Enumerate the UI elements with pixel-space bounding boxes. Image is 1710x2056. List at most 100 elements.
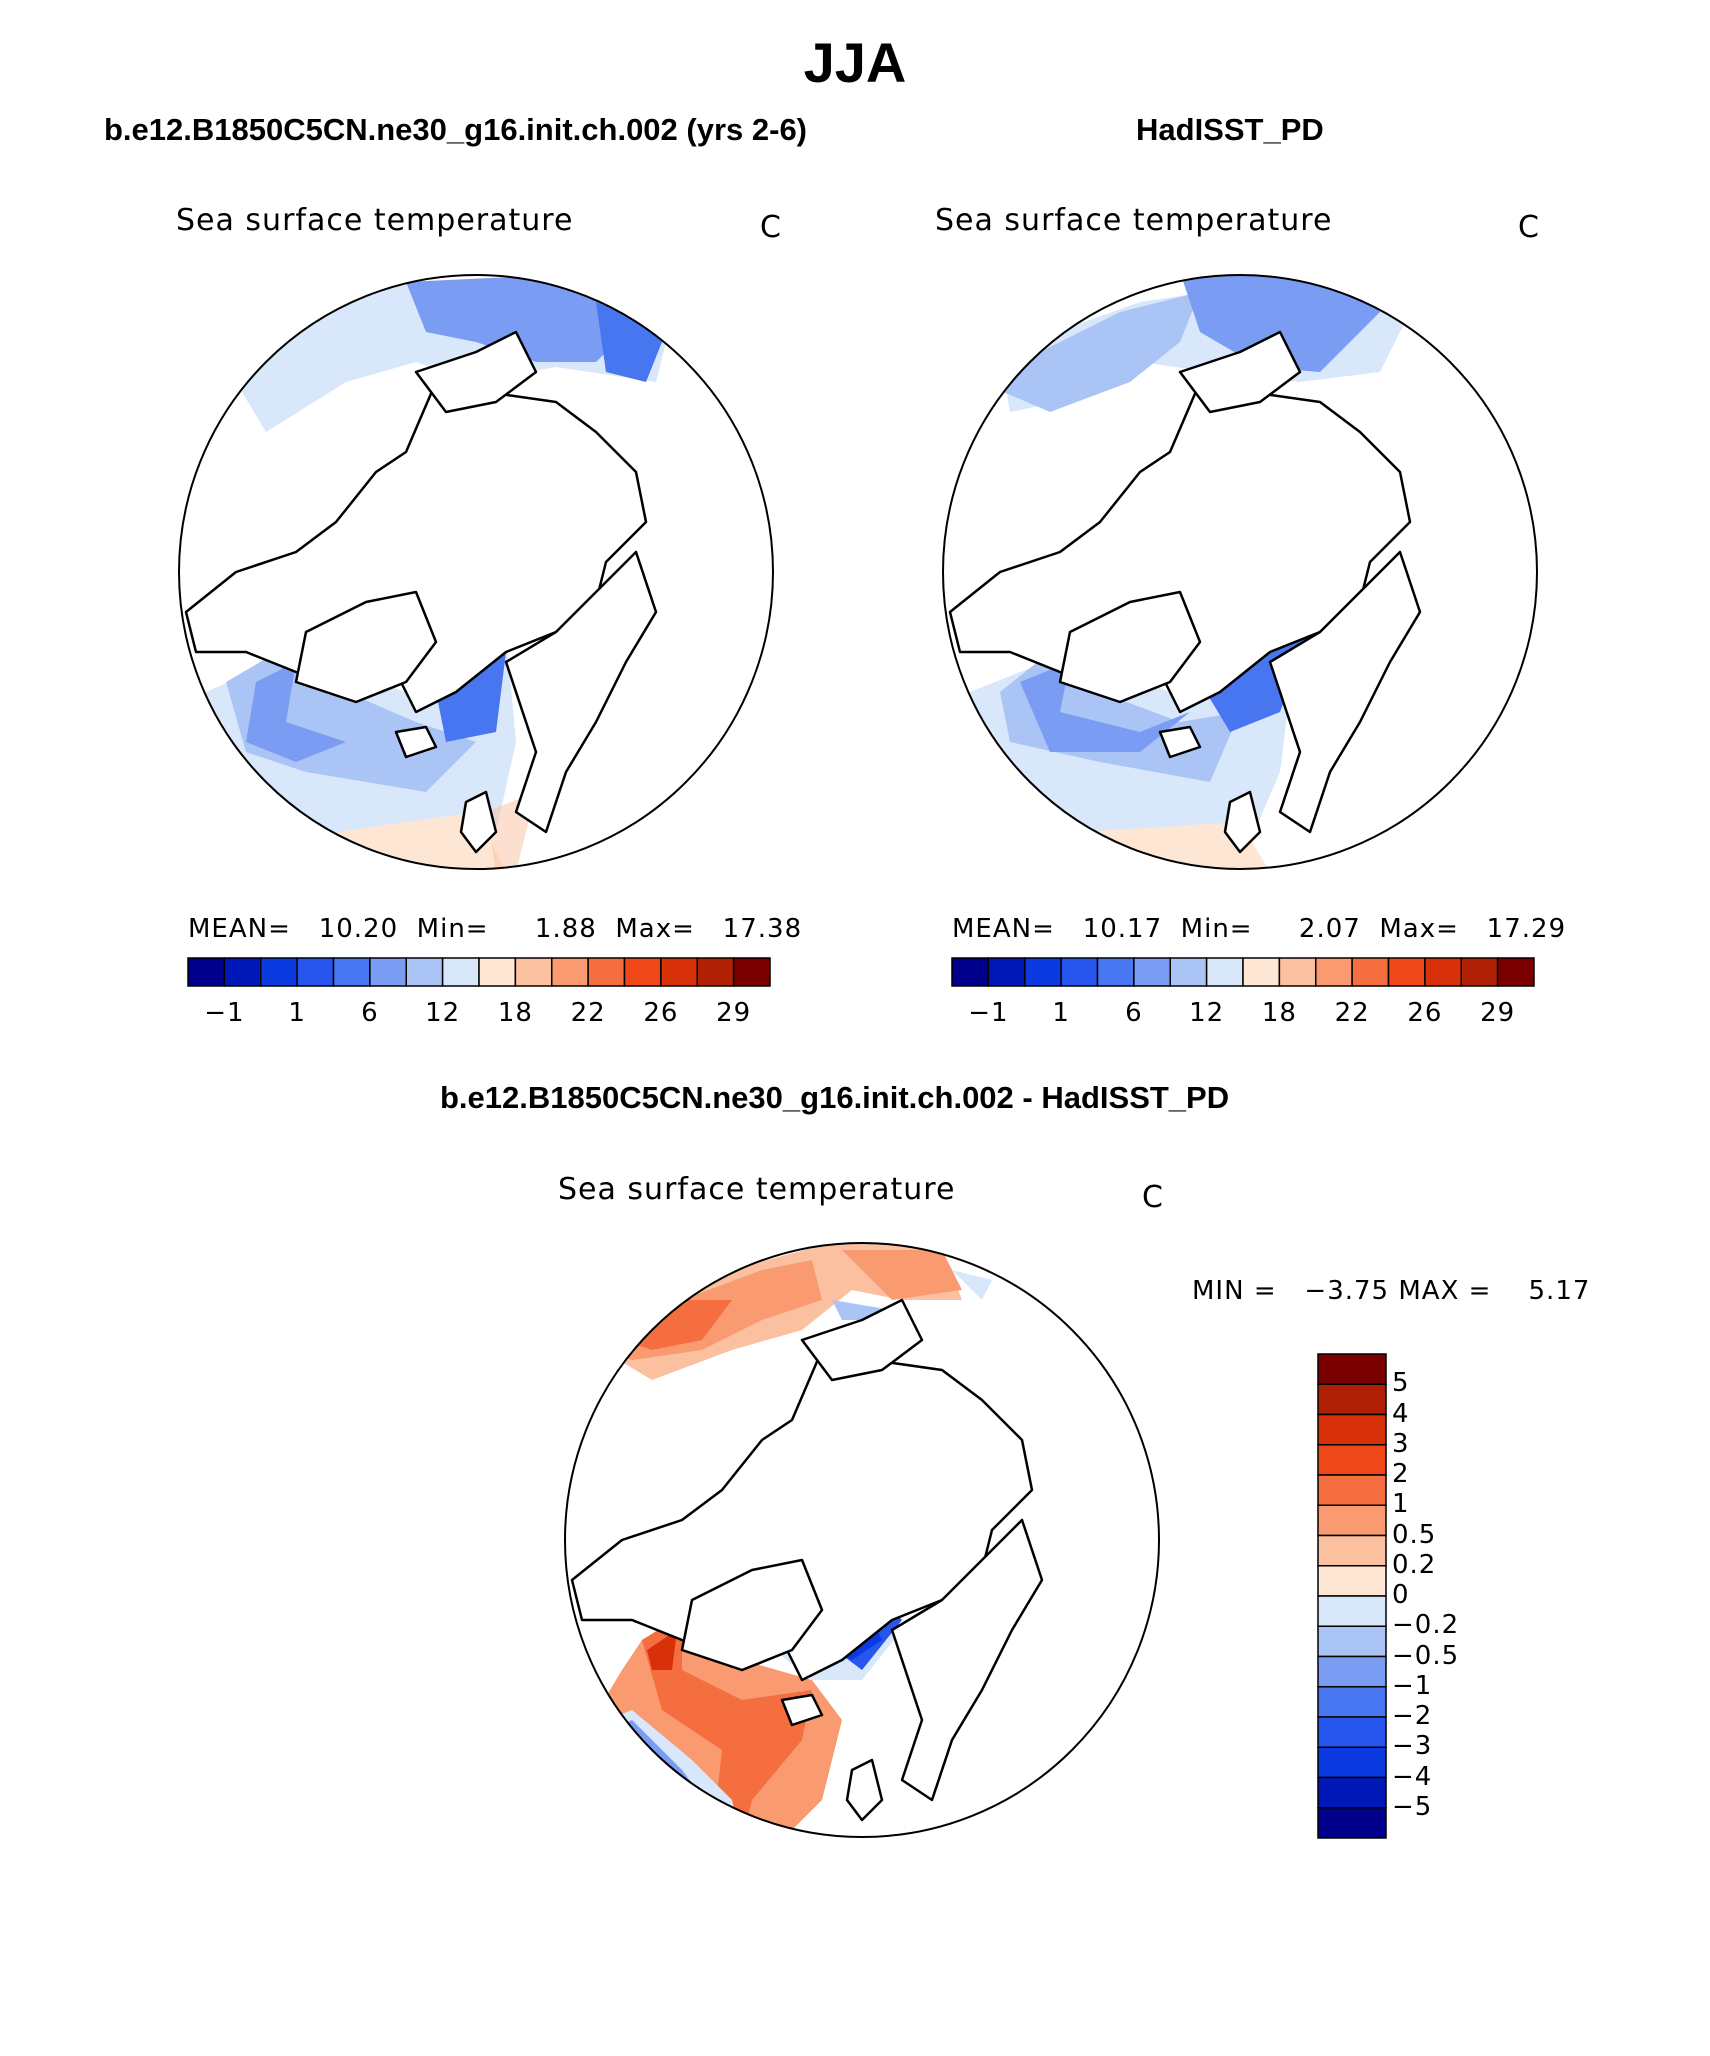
colorbar-swatch	[332, 957, 371, 987]
map-boundary	[942, 274, 1538, 870]
colorbar-tick-label: 12	[1189, 998, 1225, 1028]
colorbar-swatch	[1242, 957, 1281, 987]
colorbar-swatch	[1024, 957, 1062, 987]
colorbar-swatch	[1317, 1807, 1387, 1839]
mean-label: MEAN=	[188, 914, 291, 944]
colorbar-swatch	[441, 957, 480, 987]
panel-1-colorbar-ticks: −1 1 6 12 18 22 26 29	[188, 998, 770, 1032]
colorbar-swatch	[1317, 1776, 1387, 1809]
map-boundary	[178, 274, 774, 870]
colorbar-swatch	[1317, 1686, 1387, 1718]
britain-outline	[459, 790, 498, 854]
min-value: 1.88	[534, 914, 597, 944]
colorbar-tick-label: −3	[1392, 1731, 1433, 1762]
map-boundary	[564, 1242, 1160, 1838]
colorbar-tick-label: −1	[1392, 1670, 1433, 1701]
panel-1-variable-label: Sea surface temperature	[176, 203, 574, 238]
colorbar-tick-label: 18	[497, 998, 533, 1028]
colorbar-swatch	[1387, 957, 1426, 987]
colorbar-tick-label: 22	[570, 998, 606, 1028]
colorbar-swatch	[1133, 957, 1171, 987]
colorbar-tick-label: 1	[1052, 998, 1070, 1028]
colorbar-swatch	[1317, 1655, 1387, 1688]
colorbar-swatch	[732, 957, 771, 987]
colorbar-swatch	[1060, 957, 1099, 987]
panel-1-title: b.e12.B1850C5CN.ne30_g16.init.ch.002 (yr…	[104, 112, 808, 147]
colorbar-swatch	[1424, 957, 1462, 987]
colorbar-tick-label: 0.5	[1392, 1519, 1437, 1550]
colorbar-tick-label: −0.5	[1392, 1640, 1460, 1671]
diff-minmax: MIN = −3.75 MAX = 5.17	[1192, 1276, 1590, 1306]
min-label: Min=	[416, 914, 489, 944]
panel-2-colorbar-ticks: −1 1 6 12 18 22 26 29	[952, 998, 1534, 1032]
colorbar-tick-label: 26	[643, 998, 679, 1028]
colorbar-swatch	[1317, 1746, 1387, 1779]
colorbar-tick-label: −0.2	[1392, 1610, 1460, 1641]
colorbar-swatch	[1317, 1353, 1387, 1385]
colorbar-tick-label: 2	[1392, 1459, 1410, 1489]
colorbar-swatch	[223, 957, 262, 987]
colorbar-swatch	[296, 957, 335, 987]
colorbar-swatch	[551, 957, 589, 987]
colorbar-tick-label: 29	[1480, 998, 1516, 1028]
panel-1-colorbar	[187, 957, 771, 987]
colorbar-swatch	[1351, 957, 1390, 987]
max-label: MAX =	[1398, 1276, 1492, 1306]
colorbar-tick-label: 18	[1261, 998, 1297, 1028]
panel-2-stats: MEAN= 10.17 Min= 2.07 Max= 17.29	[952, 914, 1566, 944]
colorbar-swatch	[1317, 1444, 1387, 1476]
scandinavia-outline	[504, 550, 658, 834]
colorbar-tick-label: −5	[1392, 1791, 1433, 1822]
colorbar-swatch	[1317, 1625, 1387, 1658]
min-label: MIN =	[1192, 1276, 1277, 1306]
panel-1-stats: MEAN= 10.20 Min= 1.88 Max= 17.38	[188, 914, 802, 944]
iceland-outline	[394, 725, 438, 759]
max-label: Max=	[1379, 914, 1459, 944]
colorbar-swatch	[260, 957, 298, 987]
colorbar-swatch	[1460, 957, 1499, 987]
colorbar-swatch	[1317, 1565, 1387, 1597]
panel-1-polar-map	[178, 274, 774, 870]
colorbar-swatch	[1317, 1504, 1387, 1537]
colorbar-tick-label: 12	[425, 998, 461, 1028]
colorbar-swatch	[514, 957, 553, 987]
diff-colorbar	[1317, 1353, 1387, 1839]
colorbar-swatch	[623, 957, 662, 987]
colorbar-tick-label: 29	[716, 998, 752, 1028]
panel-2-units-label: C	[1518, 210, 1540, 245]
colorbar-swatch	[1169, 957, 1208, 987]
colorbar-swatch	[1205, 957, 1244, 987]
colorbar-swatch	[1317, 1383, 1387, 1416]
colorbar-tick-label: 6	[1125, 998, 1143, 1028]
panel-1-units-label: C	[760, 210, 782, 245]
figure-title: JJA	[803, 31, 907, 94]
colorbar-swatch	[987, 957, 1026, 987]
colorbar-tick-label: 6	[361, 998, 379, 1028]
max-label: Max=	[615, 914, 695, 944]
colorbar-swatch	[1317, 1716, 1387, 1748]
diff-panel-title: b.e12.B1850C5CN.ne30_g16.init.ch.002 - H…	[440, 1080, 1230, 1115]
colorbar-tick-label: −2	[1392, 1701, 1433, 1731]
colorbar-tick-label: 26	[1407, 998, 1443, 1028]
colorbar-swatch	[405, 957, 444, 987]
panel-2-colorbar	[951, 957, 1535, 987]
colorbar-swatch	[187, 957, 226, 987]
diff-polar-map	[564, 1242, 1160, 1838]
colorbar-swatch	[1496, 957, 1535, 987]
min-value: 2.07	[1298, 914, 1361, 944]
panel-2-polar-map	[942, 274, 1538, 870]
colorbar-tick-label: 4	[1392, 1398, 1410, 1429]
colorbar-tick-label: 5	[1392, 1368, 1410, 1399]
greenland-outline	[294, 590, 438, 704]
colorbar-tick-label: 22	[1334, 998, 1370, 1028]
colorbar-swatch	[660, 957, 698, 987]
diff-panel-variable-label: Sea surface temperature	[558, 1172, 956, 1207]
colorbar-swatch	[1317, 1534, 1387, 1567]
mean-value: 10.20	[318, 914, 399, 944]
colorbar-swatch	[1096, 957, 1135, 987]
colorbar-swatch	[951, 957, 990, 987]
colorbar-tick-label: 1	[1392, 1489, 1410, 1520]
colorbar-swatch	[696, 957, 735, 987]
colorbar-swatch	[1317, 1413, 1387, 1446]
diff-colorbar-ticks: 5 4 3 2 1 0.5 0.2 0 −0.2 −0.5 −1 −2 −3 −4 −5	[1392, 1354, 1492, 1838]
